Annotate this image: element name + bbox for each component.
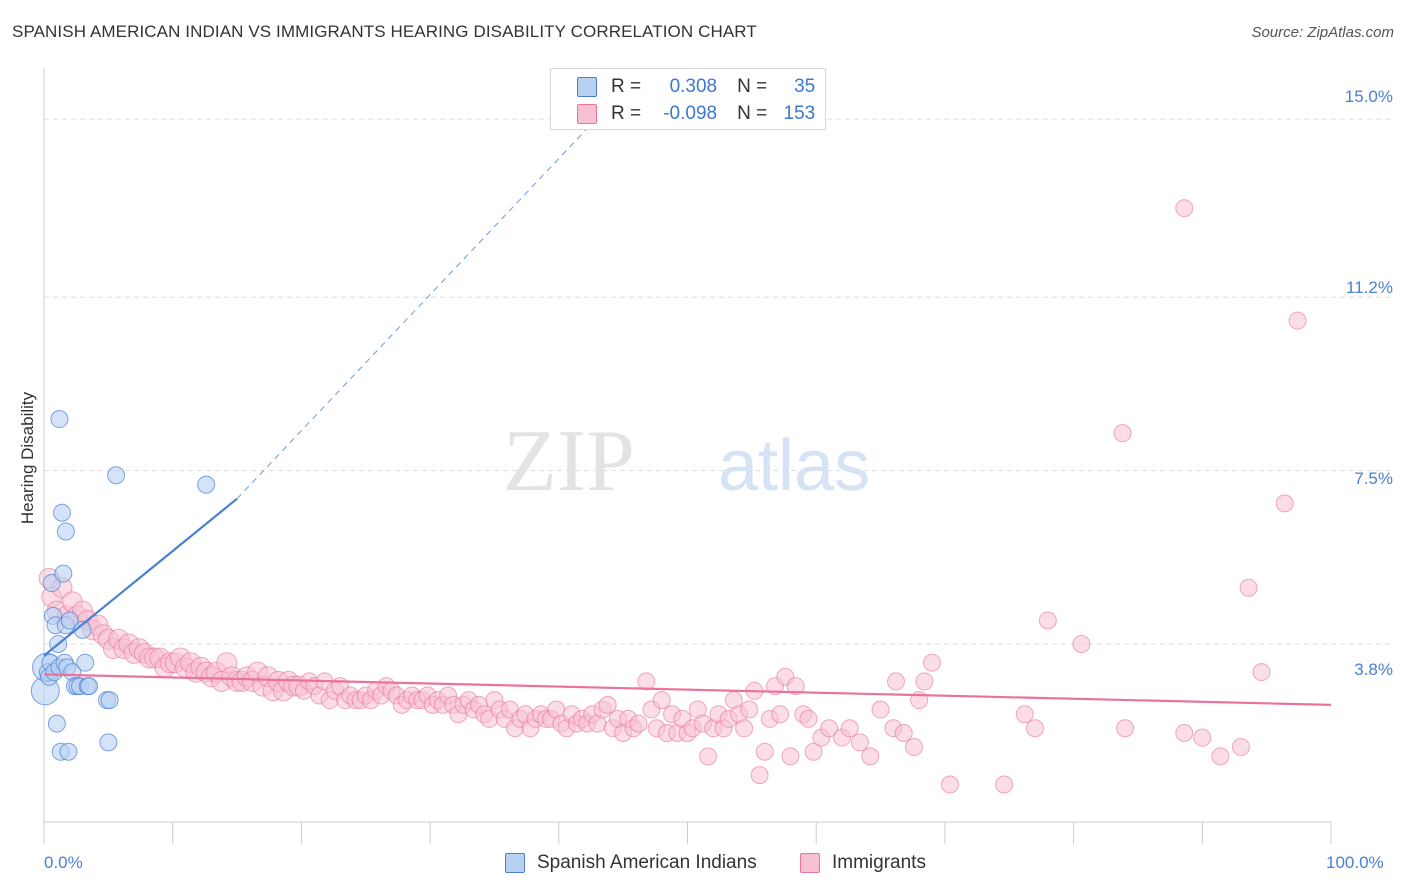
y-axis-label: Hearing Disability	[18, 391, 37, 525]
spanish-american-indians-point	[56, 522, 75, 541]
spanish-american-indians-point	[100, 691, 119, 710]
spanish-american-indians-point	[76, 653, 95, 672]
immigrants-point	[840, 719, 859, 738]
bottom-legend-spanish-american-indians[interactable]: Spanish American Indians	[505, 852, 757, 874]
spanish-american-indians-trend-line	[43, 497, 238, 657]
immigrants-point	[799, 709, 818, 728]
spanish-american-indians-point	[60, 611, 79, 630]
immigrants-point	[652, 691, 671, 710]
immigrants-point	[1175, 199, 1194, 218]
spanish-american-indians-point	[197, 475, 216, 494]
immigrants-point	[941, 775, 960, 794]
y-tick-label: 11.2%	[1346, 278, 1393, 297]
correlation-legend: R = 0.308 N = 35 R = -0.098 N = 153	[550, 68, 826, 130]
immigrants-point	[1072, 634, 1091, 653]
pink-swatch-icon	[800, 853, 820, 873]
immigrants-points	[38, 199, 1307, 794]
immigrants-trend-line	[43, 673, 1332, 706]
watermark-zip: ZIP	[503, 413, 635, 510]
legend-label: Immigrants	[832, 852, 926, 873]
y-tick-label: 15.0%	[1344, 87, 1393, 106]
y-tick-label: 7.5%	[1354, 469, 1393, 488]
legend-row-spanish-american-indians: R = 0.308 N = 35	[577, 74, 815, 100]
immigrants-point	[1015, 705, 1034, 724]
immigrants-point	[850, 733, 869, 752]
spanish-american-indians-point	[99, 733, 118, 752]
chart-source: Source: ZipAtlas.com	[1251, 24, 1394, 41]
legend-row-immigrants: R = -0.098 N = 153	[577, 101, 815, 127]
immigrants-point	[1231, 738, 1250, 757]
legend-label: Spanish American Indians	[537, 852, 757, 873]
spanish-american-indians-point	[50, 410, 69, 429]
spanish-american-indians-point	[54, 564, 73, 583]
r-value: -0.098	[663, 103, 718, 124]
immigrants-point	[637, 672, 656, 691]
immigrants-point	[915, 672, 934, 691]
n-label: N =	[737, 76, 768, 97]
immigrants-point	[781, 747, 800, 766]
immigrants-point	[598, 695, 617, 714]
immigrants-point	[1038, 611, 1057, 630]
watermark-atlas: atlas	[718, 426, 870, 506]
spanish-american-indians-point	[107, 466, 126, 485]
y-tick-label: 3.8%	[1354, 660, 1393, 679]
n-value: 153	[783, 103, 816, 124]
blue-swatch-icon	[577, 77, 597, 97]
immigrants-point	[923, 653, 942, 672]
immigrants-point	[1025, 719, 1044, 738]
immigrants-point	[1116, 719, 1135, 738]
immigrants-point	[740, 700, 759, 719]
r-label: R =	[611, 103, 642, 124]
immigrants-point	[629, 714, 648, 733]
trend-lines	[43, 76, 1332, 706]
immigrants-point	[1288, 311, 1307, 330]
immigrants-point	[750, 766, 769, 785]
immigrants-point	[820, 719, 839, 738]
immigrants-point	[735, 719, 754, 738]
immigrants-point	[1211, 747, 1230, 766]
immigrants-point	[786, 677, 805, 696]
immigrants-point	[804, 742, 823, 761]
x-tick-label-min: 0.0%	[44, 853, 83, 872]
immigrants-point	[894, 723, 913, 742]
r-label: R =	[611, 76, 642, 97]
spanish-american-indians-point	[53, 503, 72, 522]
n-label: N =	[737, 103, 768, 124]
immigrants-point	[886, 672, 905, 691]
immigrants-point	[771, 705, 790, 724]
immigrants-point	[861, 747, 880, 766]
immigrants-point	[1275, 494, 1294, 513]
spanish-american-indians-trend-extension	[236, 76, 637, 500]
immigrants-point	[1252, 663, 1271, 682]
immigrants-point	[1239, 578, 1258, 597]
spanish-american-indians-points	[30, 410, 216, 761]
r-value: 0.308	[669, 76, 718, 97]
spanish-american-indians-point	[80, 677, 99, 696]
immigrants-point	[1113, 424, 1132, 443]
n-value: 35	[794, 76, 816, 97]
spanish-american-indians-point	[59, 742, 78, 761]
immigrants-point	[995, 775, 1014, 794]
immigrants-point	[755, 742, 774, 761]
watermark: ZIP atlas	[503, 413, 870, 510]
blue-swatch-icon	[505, 853, 525, 873]
immigrants-point	[1175, 723, 1194, 742]
bottom-legend-immigrants[interactable]: Immigrants	[800, 852, 926, 874]
immigrants-point	[905, 738, 924, 757]
spanish-american-indians-point	[47, 714, 66, 733]
immigrants-point	[699, 747, 718, 766]
chart-title: SPANISH AMERICAN INDIAN VS IMMIGRANTS HE…	[12, 22, 757, 41]
immigrants-point	[871, 700, 890, 719]
x-tick-label-max: 100.0%	[1326, 853, 1384, 872]
pink-swatch-icon	[577, 104, 597, 124]
immigrants-point	[1193, 728, 1212, 747]
